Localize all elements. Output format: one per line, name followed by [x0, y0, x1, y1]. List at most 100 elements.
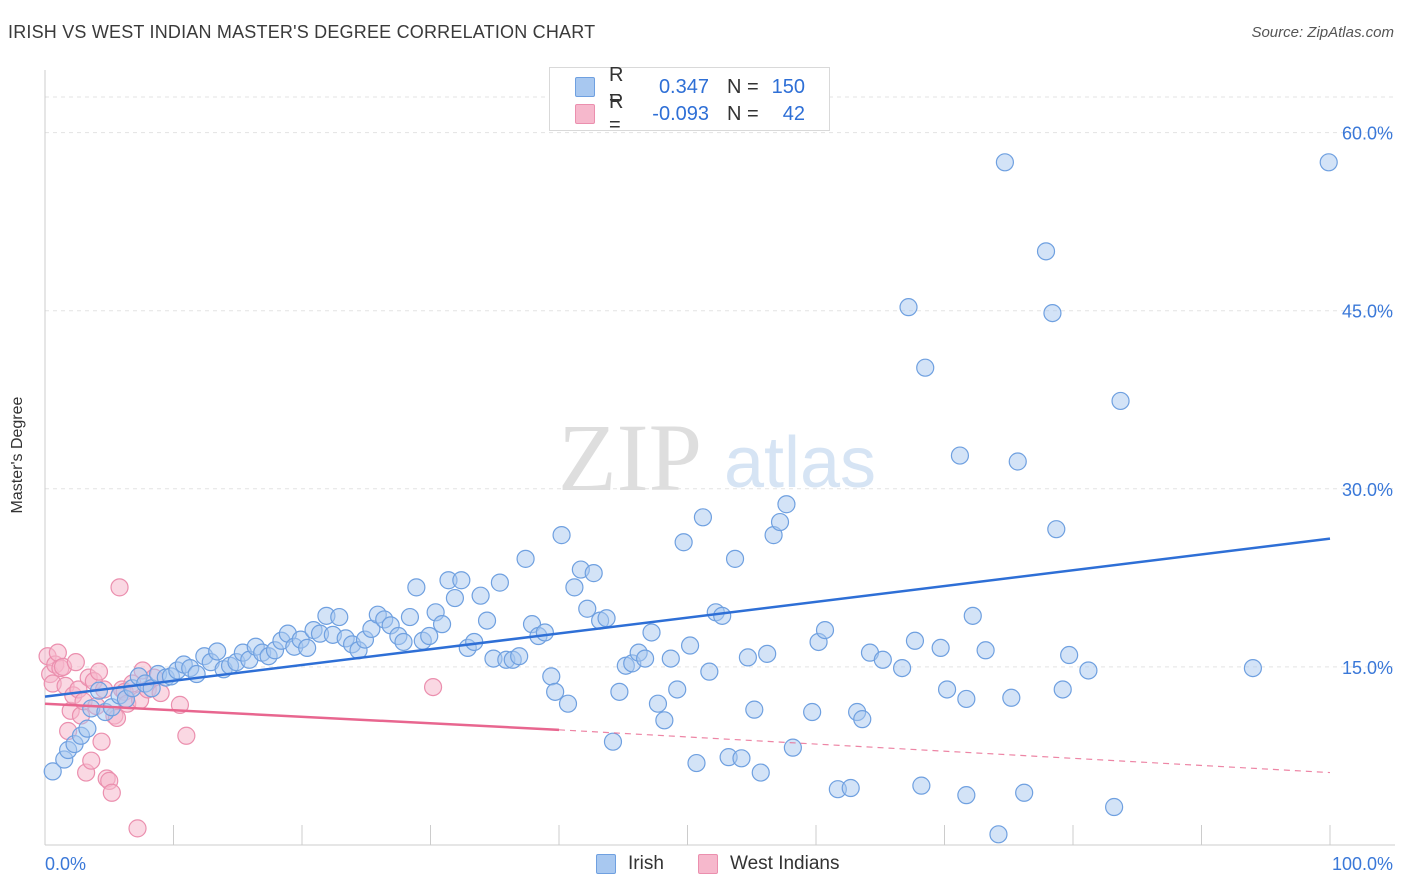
irish-point	[635, 649, 655, 668]
irish-point	[452, 571, 471, 590]
irish-point	[783, 738, 802, 757]
irish-r-label: R =	[609, 64, 624, 109]
west-indians-r-value: -0.093	[652, 102, 709, 125]
west-indians-point	[102, 783, 121, 802]
irish-point	[330, 607, 349, 627]
irish-point	[1111, 391, 1130, 411]
axes	[44, 70, 1395, 846]
irish-point	[394, 632, 413, 652]
irish-point	[668, 680, 687, 699]
irish-point	[1047, 520, 1066, 539]
irish-point	[841, 778, 860, 798]
west-indians-point	[423, 677, 443, 697]
irish-point	[905, 631, 925, 650]
irish-point	[937, 680, 957, 699]
y-axis-label: Master's Degree	[9, 396, 26, 514]
irish-point	[957, 689, 976, 709]
irish-point	[542, 667, 561, 686]
irish-point	[43, 762, 62, 781]
irish-point	[674, 533, 693, 552]
irish-trend-line	[44, 537, 1331, 698]
y-tick-label: 60.0%	[1342, 124, 1393, 144]
irish-point	[745, 700, 764, 719]
irish-point	[738, 648, 757, 667]
irish-point	[642, 623, 661, 642]
irish-point	[1060, 645, 1079, 665]
irish-point	[732, 749, 751, 768]
irish-point	[1105, 797, 1124, 817]
stats-legend: R = 0.347 N = 150 R = -0.093 N = 42	[549, 64, 830, 136]
irish-point	[931, 638, 950, 658]
west-indians-point	[89, 662, 109, 681]
source-label: Source: ZipAtlas.com	[1251, 24, 1394, 41]
irish-point	[471, 586, 490, 605]
irish-point	[552, 526, 571, 545]
x-tick-label: 0.0%	[45, 854, 86, 874]
irish-point	[1015, 783, 1034, 802]
irish-point	[912, 776, 931, 795]
irish-point	[963, 606, 982, 625]
west-indians-trend-extension	[558, 729, 1331, 774]
bottom-irish-swatch	[596, 854, 616, 874]
irish-swatch	[575, 77, 595, 97]
legend-row-west-indians: R = -0.093 N = 42	[575, 91, 805, 136]
bottom-legend-west-indians: West Indians	[698, 852, 839, 876]
west-indians-point	[92, 732, 111, 751]
irish-point	[725, 549, 745, 568]
irish-point	[950, 446, 970, 465]
irish-point	[597, 609, 616, 628]
irish-point	[490, 573, 509, 592]
x-tick-label: 100.0%	[1332, 854, 1393, 874]
grid-lines	[45, 96, 1395, 668]
bottom-legend-irish: Irish	[596, 852, 664, 876]
bottom-irish-label: Irish	[628, 853, 664, 874]
irish-point	[610, 682, 629, 701]
irish-point	[400, 607, 420, 627]
irish-point	[751, 763, 770, 782]
irish-point	[687, 753, 706, 773]
irish-point	[693, 508, 713, 527]
irish-point	[1043, 303, 1062, 323]
y-tick-label: 45.0%	[1342, 302, 1393, 322]
irish-point	[1008, 452, 1027, 471]
irish-point	[873, 650, 892, 669]
y-tick-label: 30.0%	[1342, 480, 1393, 500]
irish-point	[187, 664, 206, 684]
irish-point	[815, 620, 835, 640]
irish-point	[603, 732, 623, 751]
irish-point	[565, 578, 584, 597]
irish-point	[713, 606, 732, 625]
west-indians-point	[66, 653, 85, 672]
irish-point	[1036, 242, 1056, 261]
irish-point	[1053, 680, 1072, 699]
watermark: ZIP atlas	[558, 404, 876, 511]
irish-point	[995, 153, 1014, 172]
irish-point	[208, 642, 227, 661]
bottom-west-indians-swatch	[698, 854, 718, 874]
irish-point	[899, 298, 918, 317]
irish-point	[510, 647, 529, 666]
irish-r-value: 0.347	[658, 75, 709, 98]
irish-point	[770, 512, 790, 532]
irish-point	[648, 694, 668, 713]
irish-point	[432, 615, 452, 634]
bottom-west-indians-label: West Indians	[730, 853, 840, 874]
watermark-atlas: atlas	[724, 423, 876, 503]
irish-point	[892, 658, 912, 678]
irish-point	[957, 786, 976, 805]
irish-point	[407, 578, 426, 597]
irish-point	[803, 702, 822, 722]
irish-point	[558, 694, 578, 713]
irish-point	[916, 358, 935, 377]
y-tick-label: 15.0%	[1342, 658, 1393, 678]
trend-lines	[44, 537, 1331, 774]
west-indians-r-label: R =	[609, 91, 624, 136]
west-indians-point	[177, 726, 196, 745]
west-indians-trend-line	[44, 702, 560, 732]
west-indians-n-label: N =	[727, 102, 759, 125]
west-indians-swatch	[575, 104, 595, 124]
west-indians-point	[110, 578, 129, 597]
irish-point	[700, 662, 719, 681]
irish-point	[78, 719, 97, 738]
irish-point	[516, 549, 535, 568]
